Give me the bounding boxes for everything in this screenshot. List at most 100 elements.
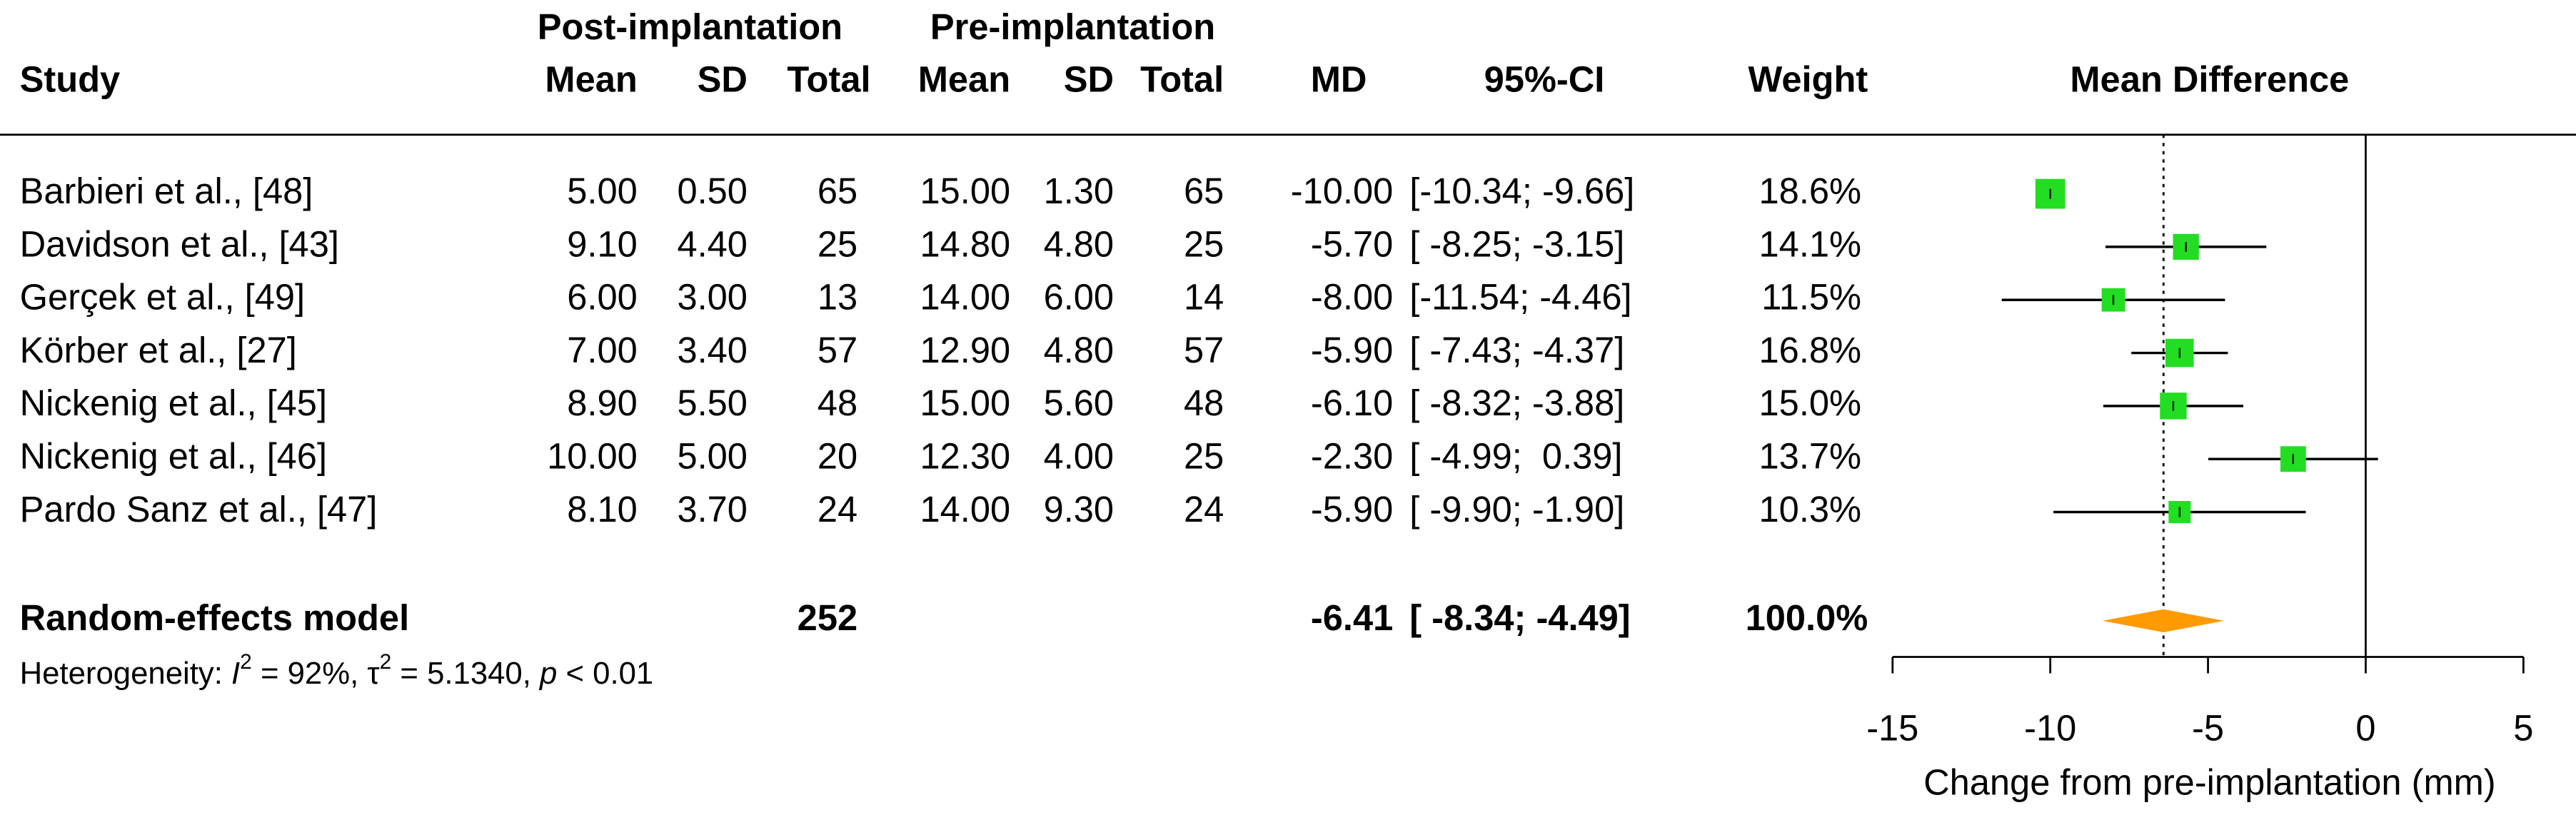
column-header: Total <box>1140 59 1224 99</box>
table-cell: 12.30 <box>920 436 1010 477</box>
column-header: 95%-CI <box>1484 59 1605 99</box>
ci-label: [-11.54; -4.46] <box>1409 277 1631 318</box>
table-cell: 20 <box>817 436 857 477</box>
ci-label: [ -7.43; -4.37] <box>1409 330 1624 370</box>
table-cell: 25 <box>1184 223 1224 264</box>
table-cell: 9.10 <box>567 223 638 264</box>
table-cell: 5.50 <box>677 383 748 423</box>
study-name: Gerçek et al., [49] <box>20 277 305 318</box>
table-cell: 4.00 <box>1044 436 1115 477</box>
table-cell: 7.00 <box>567 330 638 370</box>
column-header: Weight <box>1749 59 1868 99</box>
md-label: -10.00 <box>1291 171 1394 211</box>
study-name: Barbieri et al., [48] <box>20 171 313 211</box>
heterogeneity-part: 2 <box>380 650 392 674</box>
table-cell: 24 <box>817 489 857 530</box>
x-tick-label: 0 <box>2355 707 2375 748</box>
table-cell: 6.00 <box>1044 277 1115 318</box>
column-header: SD <box>1064 59 1114 99</box>
table-cell: 14.00 <box>920 489 1010 530</box>
table-cell: 8.10 <box>567 489 638 530</box>
weight-label: 16.8% <box>1759 330 1862 370</box>
table-cell: 57 <box>1184 330 1224 370</box>
heterogeneity-part: = 92%, <box>252 655 368 690</box>
md-label: -5.90 <box>1311 330 1393 370</box>
weight-label: 15.0% <box>1759 383 1862 423</box>
table-cell: 8.90 <box>567 383 638 423</box>
column-header: SD <box>698 59 748 99</box>
pooled-weight: 100.0% <box>1746 597 1868 638</box>
heterogeneity-part: < 0.01 <box>557 655 653 690</box>
md-label: -5.90 <box>1311 489 1393 530</box>
table-cell: 4.80 <box>1044 330 1115 370</box>
heterogeneity-part: I <box>231 655 240 690</box>
table-cell: 10.00 <box>547 436 638 477</box>
study-name: Körber et al., [27] <box>20 330 297 370</box>
pooled-diamond <box>2103 609 2225 632</box>
group-header: Post-implantation <box>538 6 842 47</box>
table-cell: 13 <box>817 277 857 318</box>
pooled-ci: [ -8.34; -4.49] <box>1409 597 1630 638</box>
table-cell: 5.00 <box>567 171 638 211</box>
column-header: Mean Difference <box>2070 59 2349 99</box>
table-cell: 4.40 <box>677 223 748 264</box>
heterogeneity-part: p <box>538 655 557 690</box>
group-header: Pre-implantation <box>930 6 1215 47</box>
column-header: Mean <box>918 59 1010 99</box>
table-cell: 1.30 <box>1044 171 1115 211</box>
table-cell: 15.00 <box>920 383 1010 423</box>
column-header: Mean <box>545 59 637 99</box>
heterogeneity-part: τ <box>367 655 379 690</box>
weight-label: 10.3% <box>1759 489 1862 530</box>
table-cell: 24 <box>1184 489 1224 530</box>
pooled-total: 252 <box>798 597 857 638</box>
x-axis-label: Change from pre-implantation (mm) <box>1923 761 2496 802</box>
table-cell: 65 <box>817 171 857 211</box>
md-label: -6.10 <box>1311 383 1393 423</box>
ci-label: [-10.34; -9.66] <box>1409 171 1634 211</box>
ci-label: [ -4.99; 0.39] <box>1409 436 1622 477</box>
ci-label: [ -8.25; -3.15] <box>1409 223 1624 264</box>
heterogeneity-part: 2 <box>240 650 252 674</box>
table-cell: 3.40 <box>677 330 748 370</box>
table-cell: 5.60 <box>1044 383 1115 423</box>
ci-label: [ -9.90; -1.90] <box>1409 489 1624 530</box>
table-cell: 3.70 <box>677 489 748 530</box>
study-name: Pardo Sanz et al., [47] <box>20 489 378 530</box>
weight-label: 13.7% <box>1759 436 1862 477</box>
x-tick-label: 5 <box>2513 707 2533 748</box>
weight-label: 18.6% <box>1759 171 1862 211</box>
column-header: Study <box>20 59 121 99</box>
table-cell: 6.00 <box>567 277 638 318</box>
table-cell: 15.00 <box>920 171 1010 211</box>
table-cell: 25 <box>817 223 857 264</box>
study-name: Nickenig et al., [45] <box>20 383 327 423</box>
column-header: MD <box>1311 59 1367 99</box>
table-cell: 3.00 <box>677 277 748 318</box>
table-cell: 14.80 <box>920 223 1010 264</box>
pooled-md: -6.41 <box>1311 597 1393 638</box>
column-header: Total <box>787 59 870 99</box>
table-cell: 25 <box>1184 436 1224 477</box>
table-cell: 0.50 <box>677 171 748 211</box>
md-label: -2.30 <box>1311 436 1393 477</box>
table-cell: 48 <box>1184 383 1224 423</box>
table-cell: 12.90 <box>920 330 1010 370</box>
table-cell: 65 <box>1184 171 1224 211</box>
table-cell: 48 <box>817 383 857 423</box>
table-cell: 57 <box>817 330 857 370</box>
table-cell: 9.30 <box>1044 489 1115 530</box>
heterogeneity-part: Heterogeneity: <box>20 655 231 690</box>
weight-label: 11.5% <box>1761 277 1861 318</box>
md-label: -5.70 <box>1311 223 1393 264</box>
x-tick-label: -10 <box>2024 707 2076 748</box>
study-name: Davidson et al., [43] <box>20 223 339 264</box>
table-cell: 5.00 <box>677 436 748 477</box>
x-tick-label: -5 <box>2192 707 2224 748</box>
table-cell: 14.00 <box>920 277 1010 318</box>
x-tick-label: -15 <box>1866 707 1918 748</box>
md-label: -8.00 <box>1311 277 1393 318</box>
ci-label: [ -8.32; -3.88] <box>1409 383 1624 423</box>
